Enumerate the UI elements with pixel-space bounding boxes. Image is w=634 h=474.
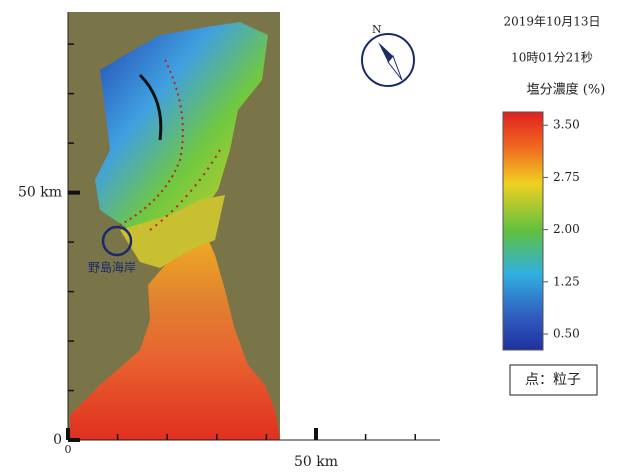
place-label: 野島海岸 — [88, 260, 136, 275]
map: 野島海岸 N — [68, 12, 440, 440]
date: 2019年10月13日 — [503, 15, 600, 29]
y-tick-label: 50 km — [18, 185, 62, 201]
x-tick-label: 0 — [65, 443, 72, 456]
y-tick-label: 0 — [53, 432, 62, 448]
colorbar — [503, 112, 543, 350]
time: 10時01分21秒 — [511, 51, 593, 65]
outside-area — [280, 12, 440, 440]
legend-text: 点：粒子 — [525, 372, 581, 388]
colorbar-tick-label: 3.50 — [553, 118, 580, 132]
colorbar-tick-label: 1.25 — [553, 274, 580, 288]
colorbar-tick-label: 2.00 — [553, 222, 580, 236]
figure: 野島海岸 N 2019年10月13日 10時01分21秒 塩分濃度 (%) 点：… — [0, 0, 634, 470]
x-tick-label: 50 km — [294, 454, 338, 470]
colorbar-title: 塩分濃度 (%) — [527, 82, 606, 98]
colorbar-tick-label: 0.50 — [553, 326, 580, 340]
compass-n: N — [372, 23, 382, 36]
colorbar-tick-label: 2.75 — [553, 170, 580, 184]
